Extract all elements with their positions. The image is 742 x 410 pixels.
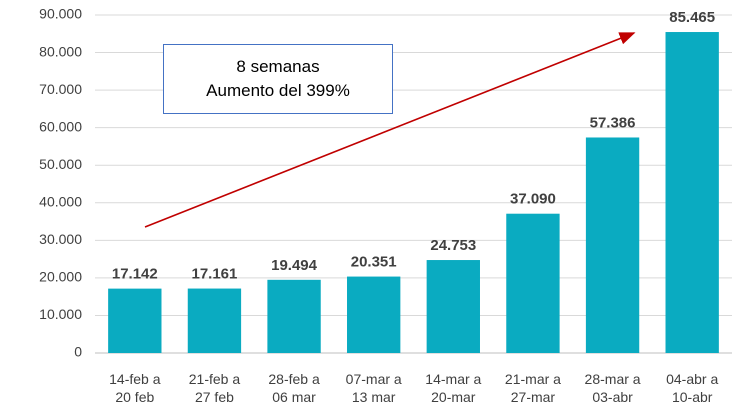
x-tick-label: 28-feb a 06 mar bbox=[268, 371, 320, 405]
value-label: 19.494 bbox=[271, 257, 318, 274]
bar bbox=[267, 279, 321, 353]
trend-arrow bbox=[144, 32, 636, 228]
bar bbox=[347, 276, 401, 353]
y-tick-label: 40.000 bbox=[39, 193, 82, 209]
x-tick-label: 21-mar a 27-mar bbox=[504, 371, 561, 405]
value-label: 37.090 bbox=[510, 191, 556, 208]
y-tick-label: 10.000 bbox=[39, 306, 82, 322]
bar bbox=[187, 288, 242, 353]
annotation: 8 semanas Aumento del 399% bbox=[163, 44, 393, 114]
y-tick-label: 60.000 bbox=[39, 118, 82, 134]
value-label: 24.753 bbox=[430, 237, 476, 254]
x-tick-label: 21-feb a 27 feb bbox=[188, 371, 241, 405]
y-tick-label: 30.000 bbox=[39, 231, 82, 247]
y-tick-label: 70.000 bbox=[39, 81, 82, 97]
x-tick-label: 28-mar a 03-abr bbox=[584, 371, 641, 405]
y-tick-label: 50.000 bbox=[39, 156, 82, 172]
bar bbox=[108, 288, 162, 353]
y-tick-label: 0 bbox=[74, 344, 82, 360]
value-label: 20.351 bbox=[351, 254, 397, 271]
value-label: 17.161 bbox=[191, 266, 237, 283]
bar bbox=[506, 213, 560, 353]
value-label: 57.386 bbox=[590, 114, 636, 131]
x-tick-label: 14-mar a 20-mar bbox=[425, 371, 482, 405]
x-tick-label: 04-abr a 10-abr bbox=[666, 371, 719, 405]
value-label: 17.142 bbox=[112, 266, 158, 283]
x-tick-label: 07-mar a 13 mar bbox=[345, 371, 402, 405]
x-tick-label: 14-feb a 20 feb bbox=[109, 371, 161, 405]
y-tick-label: 90.000 bbox=[39, 6, 82, 22]
bar bbox=[426, 260, 480, 353]
value-label: 85.465 bbox=[669, 9, 715, 26]
bar bbox=[665, 32, 719, 354]
y-tick-label: 80.000 bbox=[39, 43, 82, 59]
bar bbox=[585, 137, 640, 353]
y-tick-label: 20.000 bbox=[39, 269, 82, 285]
